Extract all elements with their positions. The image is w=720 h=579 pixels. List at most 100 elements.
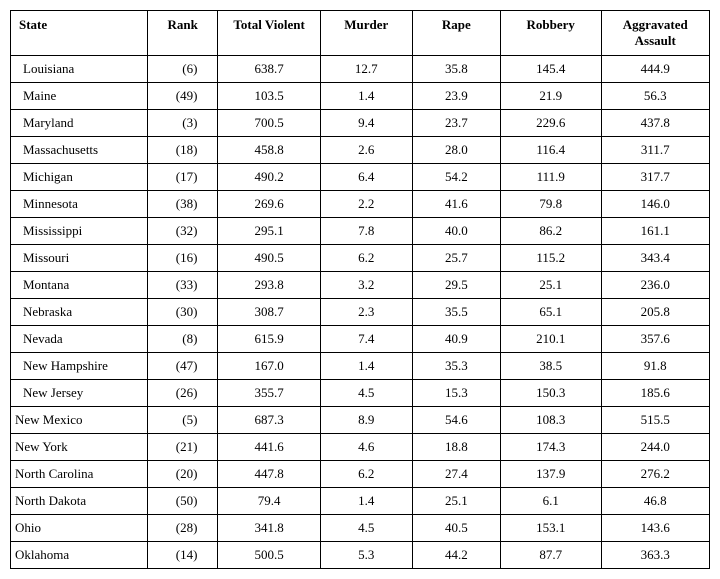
cell-rank: (28) (147, 515, 218, 542)
cell-murder: 5.3 (320, 542, 412, 569)
cell-rape: 27.4 (412, 461, 500, 488)
table-row: New York(21)441.64.618.8174.3244.0 (11, 434, 710, 461)
cell-rank: (8) (147, 326, 218, 353)
header-murder: Murder (320, 11, 412, 56)
cell-rape: 41.6 (412, 191, 500, 218)
cell-rape: 15.3 (412, 380, 500, 407)
cell-rape: 29.5 (412, 272, 500, 299)
cell-rape: 40.5 (412, 515, 500, 542)
table-row: Michigan(17)490.26.454.2111.9317.7 (11, 164, 710, 191)
cell-rape: 54.2 (412, 164, 500, 191)
cell-murder: 1.4 (320, 353, 412, 380)
cell-rank: (21) (147, 434, 218, 461)
cell-agg: 56.3 (601, 83, 709, 110)
cell-murder: 6.2 (320, 461, 412, 488)
cell-agg: 363.3 (601, 542, 709, 569)
cell-robbery: 116.4 (500, 137, 601, 164)
table-row: New Jersey(26)355.74.515.3150.3185.6 (11, 380, 710, 407)
cell-state: Missouri (11, 245, 148, 272)
cell-murder: 6.4 (320, 164, 412, 191)
cell-total: 79.4 (218, 488, 320, 515)
cell-agg: 343.4 (601, 245, 709, 272)
cell-rank: (20) (147, 461, 218, 488)
cell-rank: (6) (147, 56, 218, 83)
table-row: Ohio(28)341.84.540.5153.1143.6 (11, 515, 710, 542)
cell-rank: (14) (147, 542, 218, 569)
header-robbery: Robbery (500, 11, 601, 56)
table-row: New Mexico(5)687.38.954.6108.3515.5 (11, 407, 710, 434)
cell-state: Minnesota (11, 191, 148, 218)
header-aggravated: AggravatedAssault (601, 11, 709, 56)
cell-rape: 25.7 (412, 245, 500, 272)
cell-agg: 444.9 (601, 56, 709, 83)
cell-agg: 515.5 (601, 407, 709, 434)
cell-agg: 357.6 (601, 326, 709, 353)
cell-total: 308.7 (218, 299, 320, 326)
cell-total: 615.9 (218, 326, 320, 353)
table-row: Minnesota(38)269.62.241.679.8146.0 (11, 191, 710, 218)
cell-murder: 1.4 (320, 488, 412, 515)
cell-total: 490.2 (218, 164, 320, 191)
table-row: Oklahoma(14)500.55.344.287.7363.3 (11, 542, 710, 569)
table-row: Maine(49)103.51.423.921.956.3 (11, 83, 710, 110)
cell-agg: 46.8 (601, 488, 709, 515)
cell-rank: (38) (147, 191, 218, 218)
cell-state: Maine (11, 83, 148, 110)
header-rank: Rank (147, 11, 218, 56)
cell-robbery: 153.1 (500, 515, 601, 542)
cell-robbery: 115.2 (500, 245, 601, 272)
cell-agg: 317.7 (601, 164, 709, 191)
cell-total: 441.6 (218, 434, 320, 461)
cell-agg: 91.8 (601, 353, 709, 380)
table-row: Massachusetts(18)458.82.628.0116.4311.7 (11, 137, 710, 164)
cell-state: Maryland (11, 110, 148, 137)
cell-murder: 3.2 (320, 272, 412, 299)
cell-murder: 8.9 (320, 407, 412, 434)
table-row: Mississippi(32)295.17.840.086.2161.1 (11, 218, 710, 245)
cell-robbery: 150.3 (500, 380, 601, 407)
cell-rape: 18.8 (412, 434, 500, 461)
cell-robbery: 210.1 (500, 326, 601, 353)
cell-murder: 2.3 (320, 299, 412, 326)
cell-rape: 35.5 (412, 299, 500, 326)
header-state: State (11, 11, 148, 56)
table-row: North Carolina(20)447.86.227.4137.9276.2 (11, 461, 710, 488)
cell-robbery: 87.7 (500, 542, 601, 569)
cell-robbery: 21.9 (500, 83, 601, 110)
cell-rank: (16) (147, 245, 218, 272)
cell-state: New Hampshire (11, 353, 148, 380)
cell-rape: 23.9 (412, 83, 500, 110)
cell-agg: 437.8 (601, 110, 709, 137)
table-row: North Dakota(50)79.41.425.16.146.8 (11, 488, 710, 515)
cell-total: 638.7 (218, 56, 320, 83)
cell-total: 355.7 (218, 380, 320, 407)
cell-murder: 7.4 (320, 326, 412, 353)
cell-rank: (5) (147, 407, 218, 434)
cell-agg: 205.8 (601, 299, 709, 326)
cell-rank: (18) (147, 137, 218, 164)
cell-rank: (49) (147, 83, 218, 110)
cell-murder: 2.2 (320, 191, 412, 218)
cell-state: New York (11, 434, 148, 461)
cell-state: Nebraska (11, 299, 148, 326)
cell-robbery: 174.3 (500, 434, 601, 461)
cell-murder: 4.5 (320, 515, 412, 542)
cell-robbery: 145.4 (500, 56, 601, 83)
cell-rank: (30) (147, 299, 218, 326)
cell-agg: 276.2 (601, 461, 709, 488)
table-row: Missouri(16)490.56.225.7115.2343.4 (11, 245, 710, 272)
cell-rape: 35.3 (412, 353, 500, 380)
cell-robbery: 229.6 (500, 110, 601, 137)
cell-rape: 25.1 (412, 488, 500, 515)
table-row: Maryland(3)700.59.423.7229.6437.8 (11, 110, 710, 137)
cell-state: Michigan (11, 164, 148, 191)
table-row: Nevada(8)615.97.440.9210.1357.6 (11, 326, 710, 353)
cell-total: 490.5 (218, 245, 320, 272)
cell-robbery: 108.3 (500, 407, 601, 434)
cell-state: Massachusetts (11, 137, 148, 164)
cell-agg: 244.0 (601, 434, 709, 461)
cell-robbery: 137.9 (500, 461, 601, 488)
table-row: Nebraska(30)308.72.335.565.1205.8 (11, 299, 710, 326)
cell-rank: (33) (147, 272, 218, 299)
cell-murder: 7.8 (320, 218, 412, 245)
